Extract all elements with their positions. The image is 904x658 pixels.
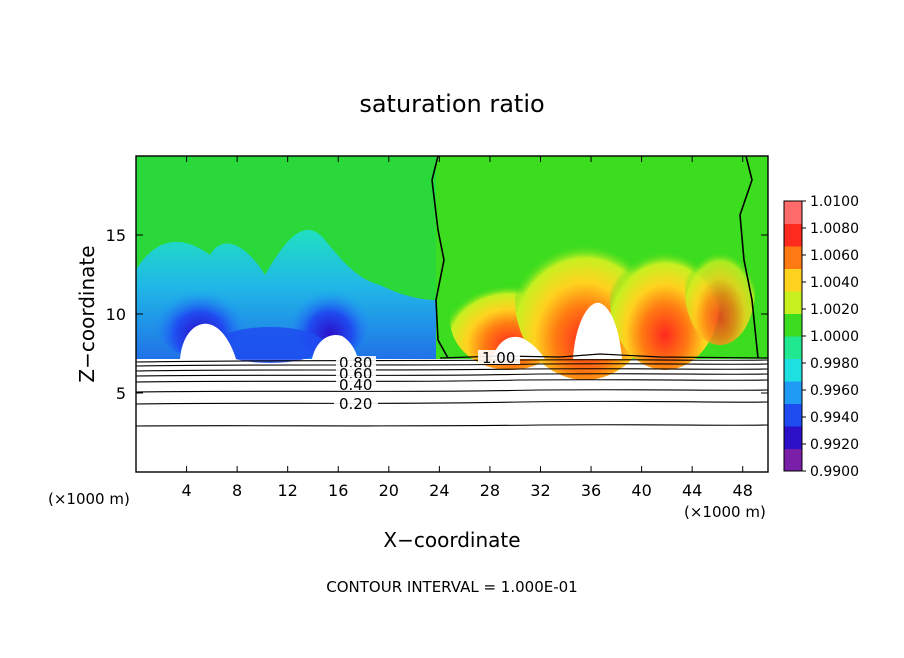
colorbar: 1.0100 1.0080 1.0060 1.0040 1.0020 1.0000 0.99… [783,194,859,480]
contour-line [136,424,768,427]
y-axis: 5 10 15 [106,226,768,403]
colorbar-label: 0.9980 [810,356,859,372]
colorbar-label: 1.0040 [810,275,859,291]
dry-patch-low [215,327,325,363]
colorbar-label: 0.9940 [810,410,859,426]
contour-label: 1.00 [482,349,515,367]
colorbar-swatch [784,448,802,472]
x-tick-label: 40 [631,481,651,500]
x-unit-left: (×1000 m) [48,490,130,508]
colorbar-swatch [784,223,802,247]
y-tick-label: 15 [106,226,126,245]
chart-title: saturation ratio [359,90,544,118]
colorbar-label: 0.9920 [810,437,859,453]
x-tick-label: 4 [181,481,191,500]
x-axis-label: X−coordinate [383,528,520,552]
contour-label-bg [334,396,378,410]
colorbar-swatch [784,246,802,269]
contour-labels: 1.00 0.80 0.60 0.40 0.20 [334,349,520,413]
colorbar-swatch [784,403,802,427]
contour-label-bg [478,350,520,364]
contour-1-00-right [739,156,759,359]
x-tick-label: 8 [232,481,242,500]
cloud-gap-1 [180,323,236,359]
colorbar-swatch [784,358,802,382]
x-tick-label: 44 [682,481,702,500]
contour-label-bg [336,356,376,368]
colorbar-label: 1.0080 [810,221,859,237]
x-tick-label: 16 [328,481,348,500]
contour-label: 0.40 [339,376,372,394]
x-tick-label: 20 [379,481,399,500]
colorbar-swatch [784,426,802,449]
plot-area [136,156,768,472]
x-tick-label: 28 [480,481,500,500]
y-axis-label: Z−coordinate [75,245,99,382]
y-tick-label: 5 [116,384,126,403]
colorbar-swatch [784,336,802,359]
colorbar-swatch [784,201,802,224]
contour-interval-note: CONTOUR INTERVAL = 1.000E-01 [326,578,577,596]
supersaturated-plume-4 [685,235,755,345]
x-tick-label: 12 [278,481,298,500]
colorbar-label: 1.0000 [810,329,859,345]
y-tick-label: 10 [106,305,126,324]
contour-line [136,373,768,377]
contour-1-00-left [431,156,449,359]
colorbar-swatch [784,381,802,404]
x-tick-label: 32 [530,481,550,500]
contour-line [136,368,768,372]
x-unit-right: (×1000 m) [684,503,766,521]
colorbar-swatch [784,313,802,337]
colorbar-label: 1.0020 [810,302,859,318]
colorbar-label: 0.9900 [810,464,859,480]
contour-label-bg [336,378,376,390]
contour-line [136,363,768,367]
cloud-gap-4 [573,302,622,359]
x-tick-label: 36 [581,481,601,500]
contour-line [136,400,768,405]
x-axis: 4 8 12 16 20 24 28 32 36 40 44 48 [181,156,753,500]
contour-label: 0.20 [339,395,372,413]
x-tick-label: 48 [733,481,753,500]
colorbar-swatch [784,291,802,314]
x-tick-label: 24 [429,481,449,500]
contour-label-bg [336,367,376,379]
colorbar-label: 0.9960 [810,383,859,399]
contour-line [136,389,768,393]
colorbar-label: 1.0060 [810,248,859,264]
contour-line [136,379,768,383]
colorbar-swatch [784,268,802,292]
cloud-gap-2 [312,334,358,359]
colorbar-label: 1.0100 [810,194,859,210]
